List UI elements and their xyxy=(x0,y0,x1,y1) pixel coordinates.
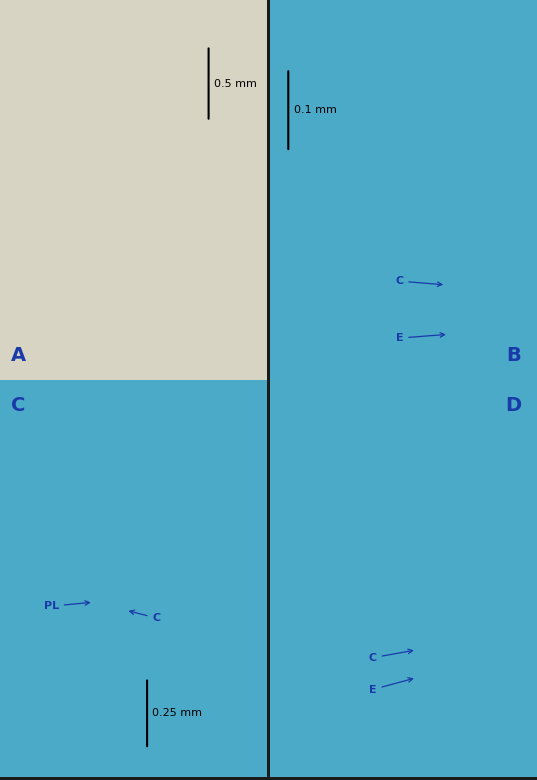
Text: B: B xyxy=(506,346,521,365)
Text: PL: PL xyxy=(43,601,90,612)
Text: C: C xyxy=(395,276,442,286)
Text: A: A xyxy=(11,346,26,365)
Text: 0.1 mm: 0.1 mm xyxy=(294,105,337,115)
Text: C: C xyxy=(368,649,412,663)
Text: C: C xyxy=(130,610,161,623)
Text: 0.5 mm: 0.5 mm xyxy=(214,79,257,89)
Text: E: E xyxy=(396,333,445,343)
Text: D: D xyxy=(505,395,521,415)
Text: 0.25 mm: 0.25 mm xyxy=(153,708,202,718)
Text: C: C xyxy=(11,395,25,415)
Text: E: E xyxy=(369,678,412,694)
